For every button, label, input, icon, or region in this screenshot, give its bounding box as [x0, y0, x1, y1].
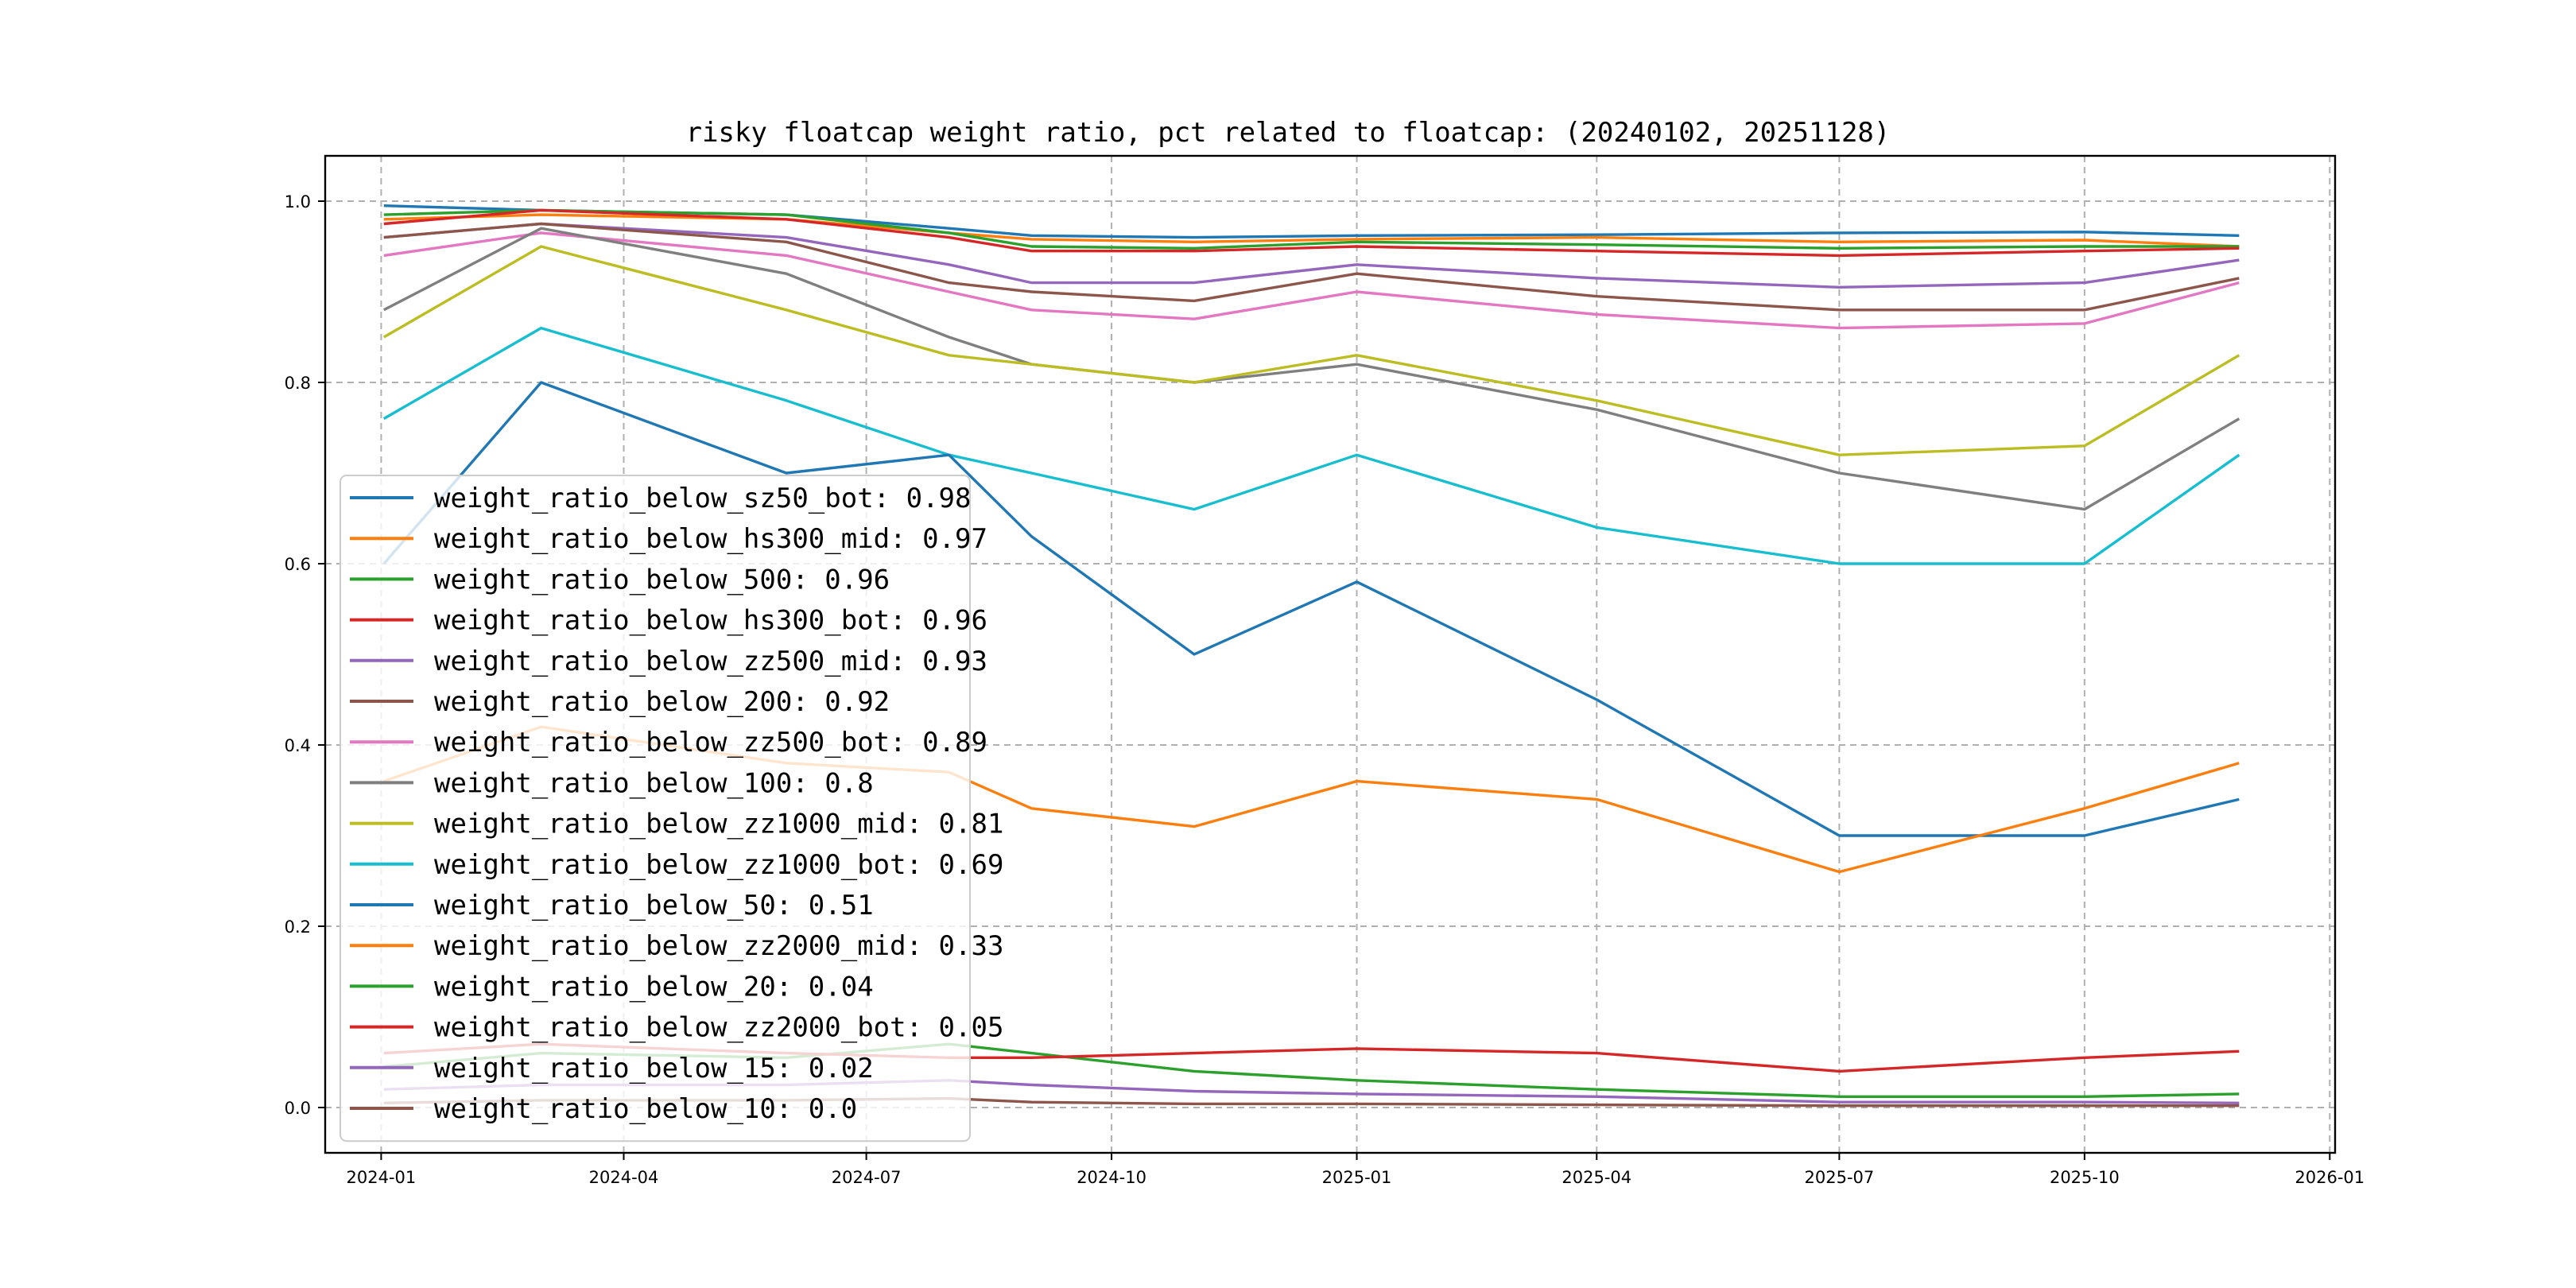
legend-entry: weight_ratio_below_100: 0.8	[434, 767, 874, 799]
chart-title: risky floatcap weight ratio, pct related…	[686, 117, 1891, 149]
y-tick-label: 0.4	[285, 736, 311, 755]
series-line-5	[383, 222, 2240, 312]
x-tick-label: 2024-04	[589, 1168, 659, 1187]
series-line-6	[383, 231, 2240, 330]
series-line-4	[383, 222, 2240, 289]
series-line-3	[383, 208, 2240, 258]
y-tick-label: 0.8	[285, 374, 311, 393]
legend-entry: weight_ratio_below_20: 0.04	[434, 971, 874, 1003]
legend-entry: weight_ratio_below_zz500_mid: 0.93	[434, 646, 987, 677]
y-axis-ticks: 0.0 0.2 0.4 0.6 0.8 1.0	[285, 192, 325, 1118]
series-line-9	[382, 326, 2240, 565]
x-tick-label: 2026-01	[2295, 1168, 2365, 1187]
x-tick-label: 2025-07	[1805, 1168, 1875, 1187]
legend-entry: weight_ratio_below_zz2000_mid: 0.33	[434, 930, 1003, 962]
legend-entry: weight_ratio_below_500: 0.96	[434, 564, 890, 596]
legend-entry: weight_ratio_below_hs300_bot: 0.96	[434, 605, 987, 637]
x-tick-label: 2025-10	[2050, 1168, 2120, 1187]
x-axis-ticks: 2024-01 2024-04 2024-07 2024-10 2025-01 2025-…	[347, 1153, 2365, 1187]
legend-entry: weight_ratio_below_zz1000_mid: 0.81	[434, 809, 1003, 840]
series-lines	[382, 204, 2240, 1108]
series-line-2	[383, 208, 2240, 250]
legend-entry: weight_ratio_below_10: 0.0	[434, 1093, 857, 1125]
y-tick-label: 0.6	[285, 555, 311, 574]
legend: weight_ratio_below_sz50_bot: 0.98 weight_…	[339, 475, 1003, 1143]
series-line-10	[382, 381, 2240, 837]
series-line-8	[382, 245, 2240, 456]
x-tick-label: 2025-01	[1322, 1168, 1392, 1187]
x-tick-label: 2025-04	[1562, 1168, 1631, 1187]
x-tick-label: 2024-07	[832, 1168, 902, 1187]
y-tick-label: 1.0	[285, 192, 311, 211]
series-line-1	[383, 213, 2240, 248]
legend-entry: weight_ratio_below_zz2000_bot: 0.05	[434, 1012, 1003, 1044]
legend-entry: weight_ratio_below_200: 0.92	[434, 686, 890, 718]
x-tick-label: 2024-01	[347, 1168, 417, 1187]
x-tick-label: 2024-10	[1077, 1168, 1146, 1187]
legend-entry: weight_ratio_below_zz500_bot: 0.89	[434, 727, 987, 758]
y-tick-label: 0.2	[285, 918, 311, 937]
legend-entry: weight_ratio_below_50: 0.51	[434, 890, 874, 921]
y-tick-label: 0.0	[285, 1099, 311, 1118]
legend-entry: weight_ratio_below_zz1000_bot: 0.69	[434, 849, 1003, 881]
legend-entry: weight_ratio_below_sz50_bot: 0.98	[434, 483, 972, 514]
legend-entry: weight_ratio_below_15: 0.02	[434, 1053, 874, 1084]
legend-box	[339, 475, 971, 1143]
plot-frame	[324, 154, 2337, 1154]
legend-entry: weight_ratio_below_hs300_mid: 0.97	[434, 523, 987, 555]
